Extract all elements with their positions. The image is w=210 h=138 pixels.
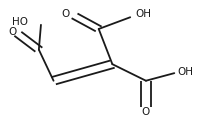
Text: O: O bbox=[8, 27, 16, 37]
Text: O: O bbox=[61, 9, 69, 19]
Text: HO: HO bbox=[12, 17, 28, 27]
Text: OH: OH bbox=[177, 67, 193, 77]
Text: OH: OH bbox=[135, 9, 151, 19]
Text: O: O bbox=[142, 108, 150, 117]
